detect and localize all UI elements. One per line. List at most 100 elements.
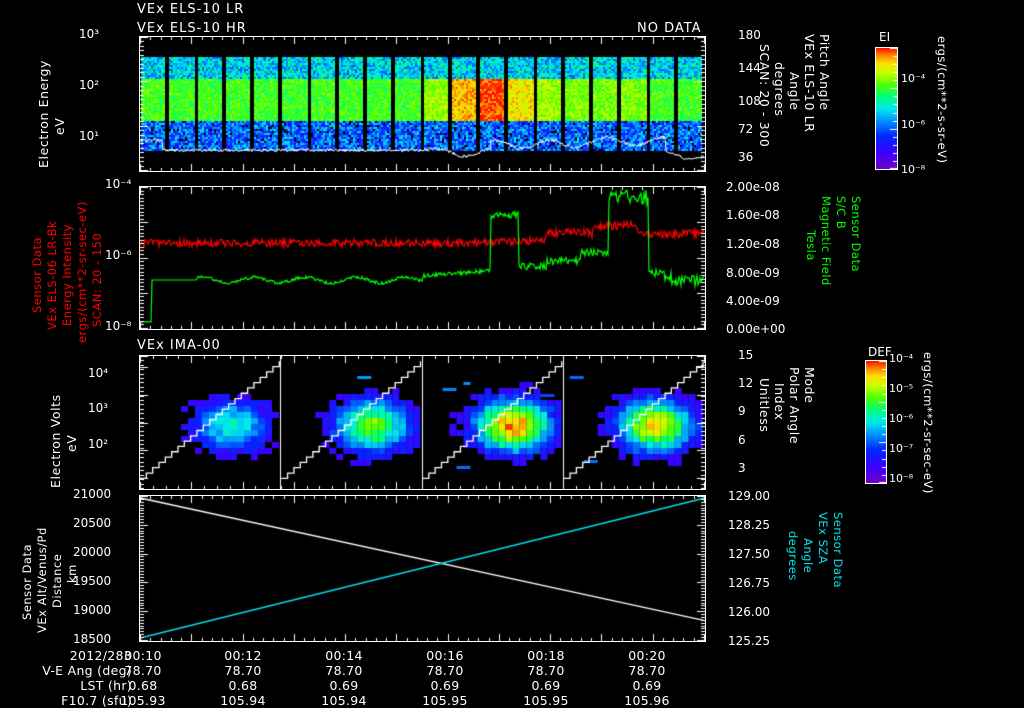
footer-row-label-1: V-E Ang (deg): [42, 663, 132, 678]
panel1-yaxis-label-1: Electron Energy: [36, 59, 51, 168]
footer-lst-3: 0.69: [430, 678, 460, 693]
panel1-plot-area: [139, 36, 706, 172]
panel3-ytick-0: 10⁴: [88, 366, 109, 380]
footer-veang-4: 78.70: [527, 663, 565, 678]
panel4-y2-label-4: degrees: [786, 531, 800, 581]
panel2-yaxis-label-4: ergs/(cm**2-sr-sec-eV): [75, 201, 89, 343]
footer-time-2: 00:14: [325, 648, 363, 663]
panel2-y2tick-5: 0.00e+00: [726, 322, 786, 336]
panel3-ytick-1: 10³: [88, 401, 109, 415]
panel1-colorbar: [875, 47, 898, 170]
footer-lst-1: 0.68: [228, 678, 258, 693]
panel1-y2-label-5: SCAN: 20 - 300: [757, 44, 772, 148]
footer-lst-2: 0.69: [329, 678, 359, 693]
panel1-ytick-2: 10¹: [79, 129, 100, 143]
panel2-y2tick-4: 4.00e-09: [726, 294, 780, 308]
panel2-yaxis-label-5: SCAN: 20 - 150: [90, 232, 104, 327]
panel1-y2-label-2: VEx ELS-10 LR: [802, 34, 817, 133]
panel3-y2-label-4: Unitless: [757, 378, 772, 433]
panel1-y2tick-3: 72: [738, 122, 754, 136]
panel1-y2-label-4: degrees: [772, 62, 787, 117]
panel2-ytick-1: 10⁻⁶: [105, 248, 132, 262]
panel3-y2tick-3: 6: [738, 433, 746, 447]
footer-f107-2: 105.94: [321, 693, 367, 708]
footer-veang-3: 78.70: [426, 663, 464, 678]
panel1-y2-label-3: Angle: [787, 72, 802, 111]
panel2-y2tick-1: 1.60e-08: [726, 208, 780, 222]
panel4-ytick-4: 19000: [73, 603, 112, 617]
panel3-colorbar-units: ergs/(cm**2-sr-sec-eV): [921, 352, 935, 494]
panel1-nodata-label: NO DATA: [637, 21, 702, 36]
panel4-ytick-5: 18500: [73, 632, 112, 646]
panel3-title: VEx IMA-00: [137, 338, 221, 353]
panel1-title-lr: VEx ELS-10 LR: [137, 2, 245, 17]
footer-veang-0: 78.70: [124, 663, 162, 678]
panel3-y2tick-4: 3: [738, 461, 746, 475]
panel3-colorbar-name: DEF: [868, 345, 892, 359]
panel2-y2tick-0: 2.00e-08: [726, 180, 780, 194]
panel3-y2-label-2: Polar Angle: [787, 367, 802, 445]
panel1-colorbar-tick-0: 10⁻⁴: [901, 72, 926, 85]
panel3-colorbar-tick-4: 10⁻⁸: [889, 472, 914, 485]
panel4-y2tick-2: 127.50: [728, 547, 770, 561]
panel4-ytick-1: 20500: [73, 516, 112, 530]
panel3-plot-area: [139, 355, 706, 490]
panel3-ytick-2: 10²: [88, 437, 109, 451]
footer-f107-4: 105.95: [523, 693, 569, 708]
panel4-plot-area: [139, 495, 706, 642]
panel4-y2tick-0: 129.00: [728, 489, 770, 503]
panel3-y2tick-0: 15: [738, 348, 754, 362]
panel2-y2-label-4: Tesla: [804, 230, 818, 261]
panel4-ytick-2: 20000: [73, 545, 112, 559]
panel2-plot-area: [139, 186, 706, 330]
footer-veang-1: 78.70: [224, 663, 262, 678]
panel4-yaxis-label-2: VEx Alt/Venus/Pd: [35, 527, 49, 633]
panel1-y2tick-1: 144: [738, 61, 761, 75]
panel4-y2tick-5: 125.25: [728, 634, 770, 648]
panel1-colorbar-tick-1: 10⁻⁶: [901, 118, 926, 131]
panel3-yaxis-label-2: eV: [64, 434, 79, 452]
panel2-ytick-2: 10⁻⁸: [105, 319, 132, 333]
panel3-y2tick-1: 12: [738, 376, 754, 390]
panel4-y2tick-4: 126.00: [728, 605, 770, 619]
footer-time-3: 00:16: [426, 648, 464, 663]
panel1-y2-label-1: Pitch Angle: [817, 34, 832, 111]
footer-row-label-3: F10.7 (sfu): [61, 693, 132, 708]
panel2-yaxis-label-3: Energy Intensity: [60, 224, 74, 326]
footer-f107-1: 105.94: [220, 693, 266, 708]
footer-f107-3: 105.95: [422, 693, 468, 708]
panel1-ytick-1: 10²: [79, 78, 100, 92]
panel2-y2tick-2: 1.20e-08: [726, 237, 780, 251]
footer-lst-0: 0.68: [128, 678, 158, 693]
panel1-title-hr: VEx ELS-10 HR: [137, 21, 247, 36]
footer-row-label-0: 2012/283: [69, 648, 132, 663]
panel3-colorbar-tick-3: 10⁻⁷: [889, 442, 914, 455]
panel2-yaxis-label-1: Sensor Data: [30, 236, 44, 313]
footer-f107-5: 105.96: [624, 693, 670, 708]
panel3-colorbar-tick-1: 10⁻⁵: [889, 382, 914, 395]
panel2-ytick-0: 10⁻⁴: [105, 177, 132, 191]
footer-row-label-2: LST (hr): [80, 678, 132, 693]
footer-time-5: 00:20: [628, 648, 666, 663]
panel3-y2tick-2: 9: [738, 404, 746, 418]
panel1-y2tick-2: 108: [738, 94, 761, 108]
panel4-y2tick-3: 126.75: [728, 576, 770, 590]
panel4-y2-label-2: VEx SZA: [816, 512, 830, 565]
footer-veang-5: 78.70: [628, 663, 666, 678]
panel4-yaxis-label-1: Sensor Data: [20, 543, 34, 620]
panel1-colorbar-units: ergs/(cm**2-s-sr-eV): [935, 36, 949, 164]
panel3-colorbar-tick-2: 10⁻⁶: [889, 412, 914, 425]
footer-f107-0: 105.93: [120, 693, 166, 708]
panel2-y2tick-3: 8.00e-09: [726, 266, 780, 280]
panel1-y2tick-0: 180: [738, 28, 761, 42]
panel1-y2tick-4: 36: [738, 150, 754, 164]
panel3-y2-label-3: Index: [772, 383, 787, 421]
footer-time-1: 00:12: [224, 648, 262, 663]
panel4-y2-label-3: Angle: [801, 538, 815, 574]
panel4-y2tick-1: 128.25: [728, 518, 770, 532]
panel2-yaxis-label-2: VEx ELS-06 LR-Bk: [45, 220, 59, 330]
panel1-colorbar-name: EI: [879, 30, 891, 44]
panel3-colorbar-tick-0: 10⁻⁴: [889, 352, 914, 365]
footer-lst-5: 0.69: [632, 678, 662, 693]
